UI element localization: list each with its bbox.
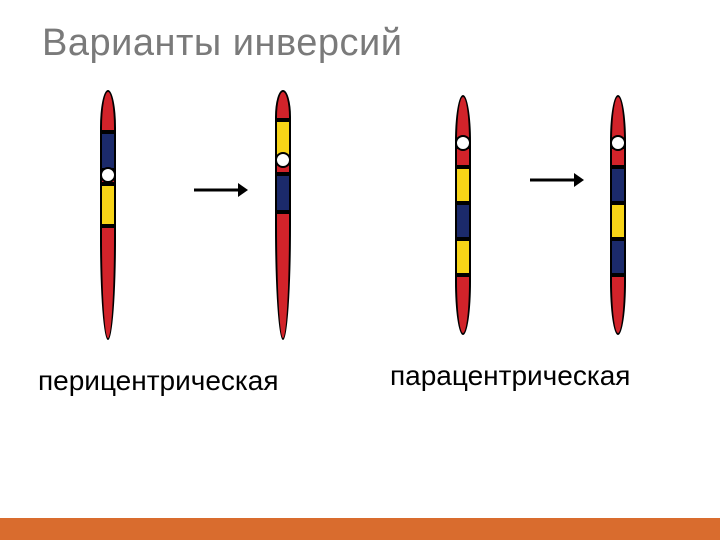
centromere	[275, 152, 291, 168]
chromosome-segment	[455, 239, 471, 275]
centromere	[100, 167, 116, 183]
chromosome-segment	[100, 90, 116, 132]
caption-pericentric: перицентрическая	[38, 365, 279, 397]
chromosome-segment	[610, 239, 626, 275]
slide-root: Варианты инверсий перицентрическая парац…	[0, 0, 720, 540]
chromosome-segment	[275, 174, 291, 212]
chromosome-segment	[100, 184, 116, 226]
page-title: Варианты инверсий	[42, 22, 402, 65]
diagram-paracentric	[430, 95, 680, 350]
centromere	[610, 135, 626, 151]
centromere	[455, 135, 471, 151]
diagram-pericentric	[70, 90, 330, 350]
footer-bar	[0, 518, 720, 540]
caption-paracentric: парацентрическая	[390, 360, 630, 392]
chromosome-segment	[610, 203, 626, 239]
chromosome-segment	[275, 90, 291, 120]
chromosome	[610, 95, 626, 335]
chromosome-segment	[610, 167, 626, 203]
chromosome-segment	[100, 226, 116, 340]
chromosome	[455, 95, 471, 335]
arrow-icon	[194, 180, 248, 200]
chromosome	[100, 90, 116, 340]
chromosome-segment	[455, 203, 471, 239]
chromosome-segment	[610, 275, 626, 335]
chromosome-segment	[275, 212, 291, 340]
chromosome-segment	[100, 132, 116, 170]
arrow-icon	[530, 170, 584, 190]
chromosome-segment	[455, 167, 471, 203]
chromosome	[275, 90, 291, 340]
chromosome-segment	[455, 275, 471, 335]
